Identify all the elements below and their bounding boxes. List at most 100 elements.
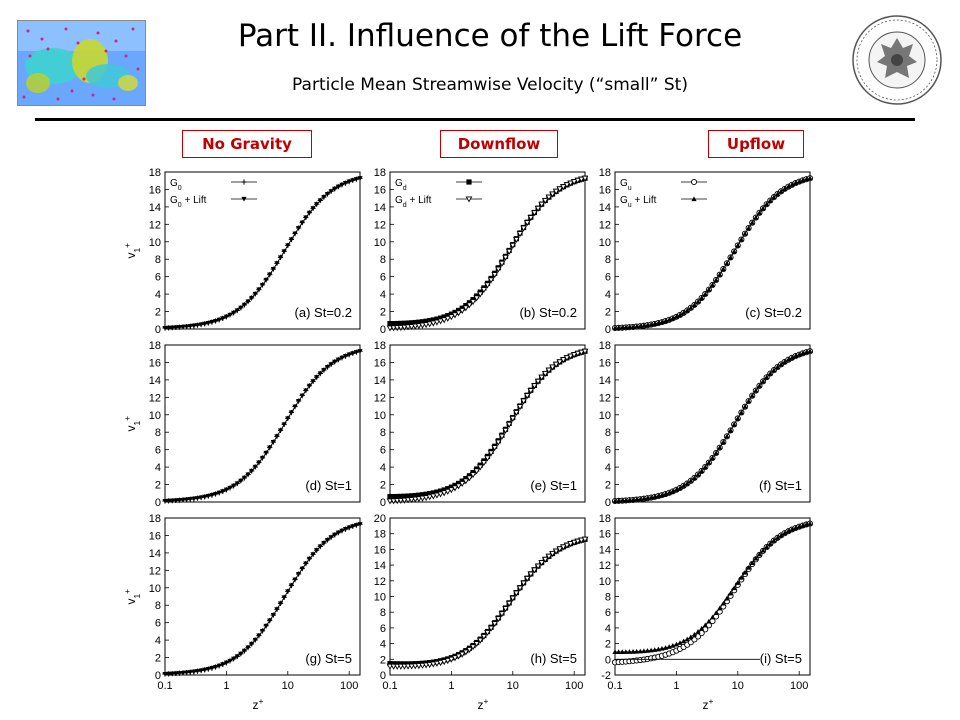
data-point [328,362,334,367]
y-tick-label: 4 [380,639,386,651]
data-point [552,548,560,555]
chart-panel-b: 0 2 4 6 8 10 12 14 16 18 Gd Gd + Lift (b) St=0.2 [374,167,589,336]
panel-label: (f) St=1 [759,478,802,493]
y-tick-label: 4 [380,462,386,474]
x-tick-label: 1 [223,680,229,692]
data-point [648,647,654,653]
data-point [527,571,535,578]
y-tick-label: 18 [374,340,386,352]
series-gu-lift [612,348,813,504]
data-point [720,266,726,272]
y-tick-label: 6 [155,445,161,457]
chart-panel-e: 0 2 4 6 8 10 12 14 16 18 (e) St=1 [374,340,589,509]
data-point [469,299,477,306]
data-point [538,560,546,567]
legend-marker [241,196,247,202]
data-point [717,605,723,611]
data-point [473,468,481,475]
data-point [391,494,397,500]
y-tick-label: 6 [380,445,386,457]
data-point [681,638,687,644]
y-axis-label: v1+ [122,589,142,605]
data-point [346,352,352,358]
data-point [545,367,553,374]
data-point [458,307,466,315]
data-point [317,198,323,204]
data-point [688,478,694,483]
data-point [422,662,430,669]
data-point [616,498,622,503]
data-point [205,666,211,672]
data-point [702,622,708,628]
data-point [419,319,426,325]
data-point [332,359,338,365]
y-tick-label: 10 [599,576,611,588]
panel-label: (a) St=0.2 [295,305,352,320]
data-point [756,210,763,215]
data-point [448,656,455,663]
data-point [578,537,585,544]
data-point [753,387,759,393]
chart-panel-g: 0 2 4 6 8 10 12 14 16 18 0.1 1 10 100 z+ v1+ (g) St=5 [122,513,363,712]
data-point [484,282,491,289]
data-point [516,585,524,592]
data-point [249,641,255,647]
y-tick-label: 14 [149,202,161,214]
data-point [531,383,538,390]
data-point [166,671,172,677]
data-point [416,492,422,498]
data-point [691,475,698,480]
data-point [724,260,730,266]
data-point [695,471,701,477]
data-point [202,667,208,673]
data-point [466,302,473,309]
data-point [760,378,766,384]
legend-label: Gu + Lift [620,195,657,209]
slide-subtitle: Particle Mean Streamwise Velocity (“smal… [292,75,688,95]
y-tick-label: 16 [149,530,161,542]
data-point [731,585,737,591]
data-point [574,350,582,357]
data-point [212,318,219,324]
legend-label: Gd + Lift [395,195,432,209]
data-point [415,663,423,670]
data-point [267,445,273,451]
data-point [612,325,618,331]
data-point [234,308,240,314]
x-tick-label: 0.1 [382,680,397,692]
y-tick-label: 0 [380,670,386,682]
data-point [480,633,488,641]
data-point [184,497,190,503]
data-point [216,663,222,669]
data-point [202,321,208,327]
data-point [709,455,716,461]
data-point [616,325,622,330]
data-point [709,282,716,288]
data-point [484,629,491,637]
y-tick-label: 10 [374,237,386,249]
data-point [205,320,211,326]
data-point [216,317,222,323]
y-tick-label: 8 [155,254,161,266]
data-point [455,483,462,490]
data-point [731,421,737,427]
data-point [735,415,741,421]
data-point [440,490,448,497]
data-point [194,323,201,328]
data-point [735,242,741,248]
data-point [398,493,404,500]
data-point [332,186,338,192]
data-point [731,248,737,254]
data-point [227,658,233,664]
data-point [299,393,305,399]
y-tick-label: 12 [599,219,611,231]
data-point [541,370,549,378]
data-point [419,495,426,502]
data-point [480,287,488,294]
y-tick-label: 8 [380,427,386,439]
data-point [252,637,258,643]
series-g0-lift [162,522,363,677]
data-point [169,671,175,677]
plot-frame [389,171,586,330]
data-point [263,450,269,456]
